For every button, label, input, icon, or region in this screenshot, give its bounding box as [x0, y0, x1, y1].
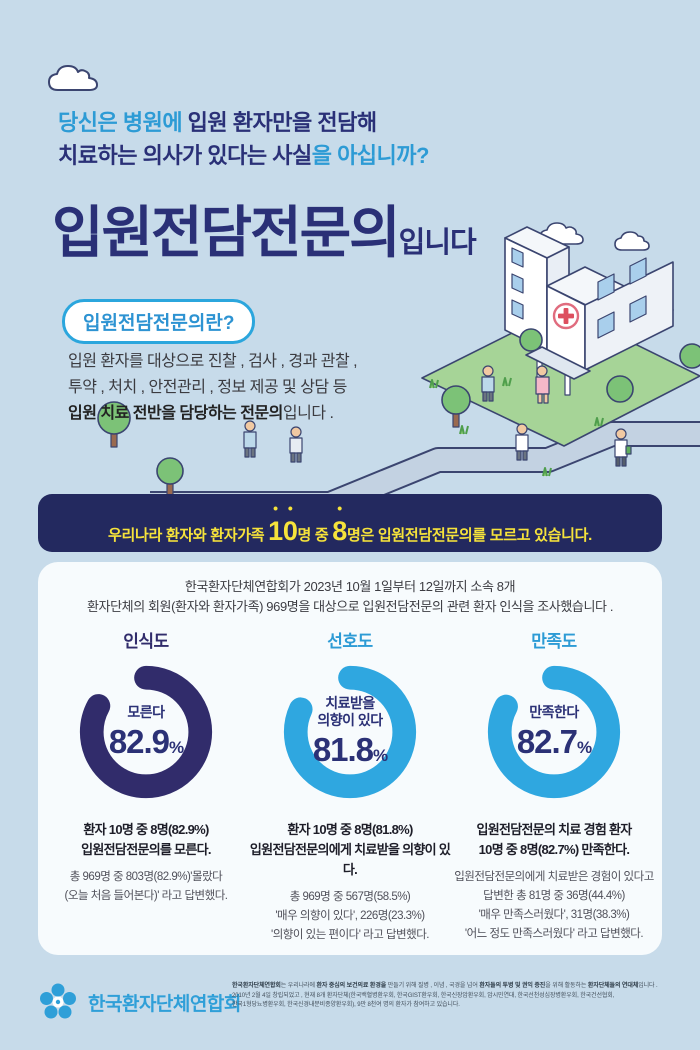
donut-label: 모른다 [127, 703, 165, 720]
page-title: 입원전담전문의입니다 [52, 201, 477, 264]
chart-preference: 선호도 치료받을 의향이 있다 81.8% 환자 10명 중 8명(81.8%)… [248, 627, 452, 945]
statement-detail: 총 969명 중 803명(82.9%)'몰랐다 (오늘 처음 들어본다)' 라… [64, 871, 228, 902]
cloud-icon [48, 65, 98, 91]
statement: 환자 10명 중 8명(82.9%) 입원전담전문의를 모른다. [81, 822, 211, 857]
person-white [515, 423, 529, 461]
chart-title: 선호도 [327, 632, 373, 651]
chart-title: 만족도 [531, 632, 577, 651]
definition-badge: 입원전담전문의란? [62, 299, 256, 344]
person-blue [243, 420, 257, 458]
banner-text: 우리나라 환자와 환자가족 10명 중 8명은 입원전담전문의를 모르고 있습니… [108, 516, 592, 546]
headline-line1: 당신은 병원에 입원 환자만을 전담해 [58, 110, 377, 135]
person-doctor [614, 428, 632, 467]
chart-columns: 인식도 모른다 82.9% 환자 10명 중 8명(82.9%) 입원전담전문의… [38, 617, 662, 945]
statement-detail: 총 969명 중 567명(58.5%) '매우 의향이 있다', 226명(2… [271, 891, 430, 941]
key-message-banner: 우리나라 환자와 환자가족 10명 중 8명은 입원전담전문의를 모르고 있습니… [38, 494, 662, 552]
donut-value: 82.7% [516, 722, 592, 760]
donut-label: 치료받을 의향이 있다 [317, 695, 383, 728]
definition-text: 입원 환자를 대상으로 진찰 , 검사 , 경과 관찰 , 투약 , 처치 , … [68, 353, 358, 422]
headline: 당신은 병원에 입원 환자만을 전담해 치료하는 의사가 있다는 사실을 아십니… [58, 106, 429, 172]
person-blue-2 [481, 365, 495, 402]
org-logo-icon [40, 983, 76, 1019]
survey-intro: 한국환자단체연합회가 2023년 10월 1일부터 12일까지 소속 8개 환자… [86, 579, 614, 614]
person-pink [535, 365, 550, 404]
chart-title: 인식도 [123, 632, 169, 651]
donut-chart-preference: 치료받을 의향이 있다 81.8% [276, 658, 424, 806]
person-gray [289, 426, 303, 463]
donut-label: 만족한다 [529, 703, 579, 720]
org-logo-block: 한국환자단체연합회 [36, 980, 241, 1024]
survey-card: 한국환자단체연합회가 2023년 10월 1일부터 12일까지 소속 8개 환자… [38, 562, 662, 955]
donut-chart-awareness: 모른다 82.9% [72, 658, 220, 806]
statement: 환자 10명 중 8명(81.8%) 입원전담전문의에게 치료받을 의향이 있다… [249, 822, 451, 877]
donut-chart-satisfaction: 만족한다 82.7% [480, 658, 628, 806]
statement: 입원전담전문의 치료 경험 환자 10명 중 8명(82.7%) 만족한다. [476, 822, 632, 857]
footer-fine-print: 한국환자단체연합회는 우리나라에 환자 중심의 보건의료 환경을 만들기 위해 … [232, 983, 658, 1008]
donut-value: 81.8% [312, 731, 388, 768]
donut-value: 82.9% [108, 722, 184, 760]
chart-satisfaction: 만족도 만족한다 82.7% 입원전담전문의 치료 경험 환자 10명 중 8명… [452, 627, 656, 945]
headline-line2: 치료하는 의사가 있다는 사실을 아십니까? [58, 143, 429, 168]
org-name: 한국환자단체연합회 [88, 993, 241, 1015]
statement-detail: 입원전담전문의에게 치료받은 경험이 있다고 답변한 총 81명 중 36명(4… [454, 871, 654, 940]
chart-awareness: 인식도 모른다 82.9% 환자 10명 중 8명(82.9%) 입원전담전문의… [44, 627, 248, 945]
